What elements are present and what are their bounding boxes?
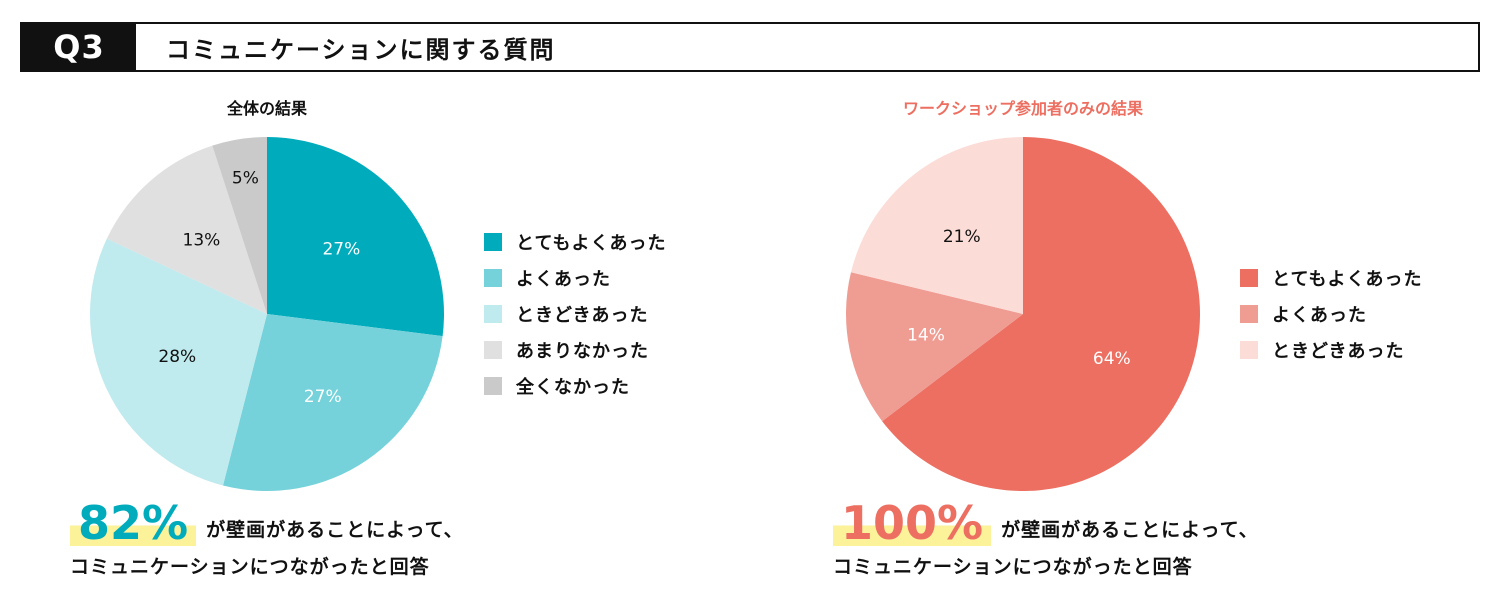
right-chart-legend: とてもよくあった よくあったときどきあった [1240,260,1423,368]
right-legend-swatch-2 [1240,341,1258,359]
right-value-label-0: 64% [1093,349,1131,369]
right-pie-chart: 64% 14% 21% [846,137,1200,491]
left-slice-4 [212,137,267,314]
question-title: コミュニケーションに関する質問 [166,35,556,64]
left-summary: 82% が壁画があることによって、 コミュニケーションにつながったと回答 [70,500,464,579]
left-legend-item-0: とてもよくあった [484,224,667,260]
left-summary-text: が壁画があることによって、 [206,519,464,541]
left-legend-swatch-4 [484,377,502,395]
right-legend-label-1: よくあった [1272,305,1367,326]
right-legend-swatch-1 [1240,305,1258,323]
left-legend-swatch-3 [484,341,502,359]
left-legend-label-3: あまりなかった [516,341,649,362]
left-legend-item-4: 全くなかった [484,368,667,404]
left-legend-swatch-0 [484,233,502,251]
right-slice-0 [882,137,1200,491]
right-chart-title: ワークショップ参加者のみの結果 [902,99,1143,118]
left-legend-label-0: とてもよくあった [516,233,667,254]
left-slice-3 [106,145,267,314]
left-legend-label-1: よくあった [516,269,611,290]
left-value-label-0: 27% [322,239,360,259]
left-summary-percent: 82% [70,500,197,546]
left-legend-swatch-1 [484,269,502,287]
right-summary-text-line2: コミュニケーションにつながったと回答 [833,556,1193,578]
left-value-label-2: 28% [158,347,196,367]
right-legend-label-2: ときどきあった [1272,341,1405,362]
right-summary: 100% が壁画があることによって、 コミュニケーションにつながったと回答 [833,500,1259,579]
right-legend-item-0: とてもよくあった [1240,260,1423,296]
right-legend-label-0: とてもよくあった [1272,269,1423,290]
right-value-label-1: 14% [907,325,945,345]
right-legend-item-2: ときどきあった [1240,332,1423,368]
left-legend-item-1: よくあった [484,260,667,296]
right-legend-item-1: よくあった [1240,296,1423,332]
right-legend-swatch-0 [1240,269,1258,287]
left-legend-swatch-2 [484,305,502,323]
left-summary-text-line2: コミュニケーションにつながったと回答 [70,556,430,578]
left-legend-item-2: ときどきあった [484,296,667,332]
question-number: Q3 [22,24,136,70]
left-chart-title: 全体の結果 [226,99,307,118]
left-value-label-4: 5% [232,169,259,189]
left-legend-label-4: 全くなかった [516,377,630,398]
left-legend-label-2: ときどきあった [516,305,649,326]
question-header: Q3 コミュニケーションに関する質問 [20,22,1480,72]
left-slice-2 [90,238,267,486]
right-value-label-2: 21% [943,227,981,247]
right-slice-2 [850,137,1023,314]
left-value-label-3: 13% [183,231,221,251]
left-chart-legend: とてもよくあった よくあったときどきあった あまりなかった 全くなかった [484,224,667,404]
left-slice-1 [222,314,443,491]
left-value-label-1: 27% [304,387,342,407]
right-summary-percent: 100% [833,500,992,546]
right-summary-text: が壁画があることによって、 [1001,519,1259,541]
left-slice-0 [267,137,444,337]
left-pie-chart: 27% 27% 28% 13% 5% [90,137,444,491]
right-slice-1 [846,272,1023,422]
left-legend-item-3: あまりなかった [484,332,667,368]
